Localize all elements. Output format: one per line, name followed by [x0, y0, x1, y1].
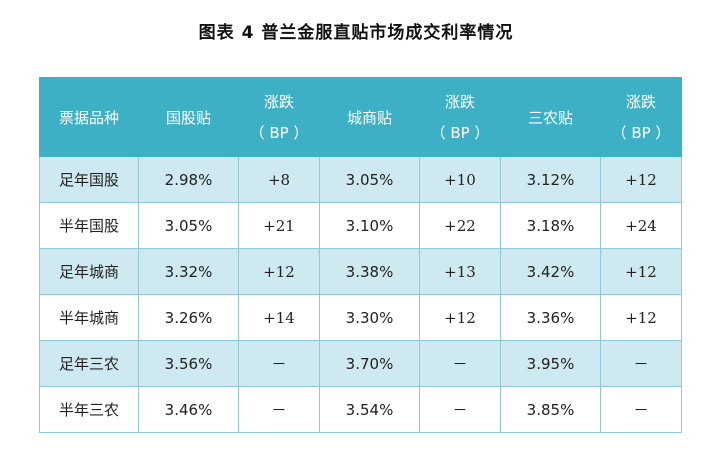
- header-change-label: 涨跌: [444, 93, 475, 111]
- table-row: 半年三农 3.46% － 3.54% － 3.85% －: [39, 386, 682, 433]
- header-sannong-change: 涨跌 （ BP ）: [600, 77, 682, 157]
- cell-guogu-rate: 3.56%: [138, 340, 239, 387]
- cell-guogu-change: +21: [238, 202, 320, 249]
- cell-guogu-rate: 2.98%: [138, 156, 239, 203]
- cell-sannong-rate: 3.36%: [500, 294, 601, 341]
- header-change-unit: （ BP ）: [249, 124, 309, 142]
- cell-sannong-change: －: [600, 340, 682, 387]
- cell-bill-type: 半年城商: [39, 294, 139, 341]
- cell-chengshang-rate: 3.54%: [319, 386, 420, 433]
- table-row: 半年城商 3.26% +14 3.30% +12 3.36% +12: [39, 294, 682, 341]
- page-title: 图表 4 普兰金服直贴市场成交利率情况: [198, 23, 514, 43]
- cell-chengshang-change: +13: [419, 248, 501, 295]
- cell-guogu-rate: 3.05%: [138, 202, 239, 249]
- cell-sannong-change: +24: [600, 202, 682, 249]
- table-row: 足年国股 2.98% +8 3.05% +10 3.12% +12: [39, 156, 682, 203]
- cell-chengshang-rate: 3.38%: [319, 248, 420, 295]
- cell-bill-type: 足年国股: [39, 156, 139, 203]
- cell-chengshang-change: +12: [419, 294, 501, 341]
- cell-guogu-change: +8: [238, 156, 320, 203]
- cell-sannong-change: +12: [600, 156, 682, 203]
- cell-chengshang-rate: 3.05%: [319, 156, 420, 203]
- cell-guogu-rate: 3.26%: [138, 294, 239, 341]
- cell-sannong-rate: 3.95%: [500, 340, 601, 387]
- header-change-label: 涨跌: [263, 93, 294, 111]
- cell-bill-type: 足年城商: [39, 248, 139, 295]
- cell-sannong-change: －: [600, 386, 682, 433]
- table-header-row: 票据品种 国股贴 涨跌 （ BP ） 城商贴 涨跌 （ BP ） 三农贴 涨跌 …: [39, 77, 682, 157]
- cell-bill-type: 足年三农: [39, 340, 139, 387]
- cell-bill-type: 半年国股: [39, 202, 139, 249]
- table-row: 半年国股 3.05% +21 3.10% +22 3.18% +24: [39, 202, 682, 249]
- cell-guogu-change: －: [238, 386, 320, 433]
- cell-sannong-rate: 3.85%: [500, 386, 601, 433]
- cell-guogu-change: －: [238, 340, 320, 387]
- cell-sannong-rate: 3.12%: [500, 156, 601, 203]
- cell-bill-type: 半年三农: [39, 386, 139, 433]
- rate-table: 票据品种 国股贴 涨跌 （ BP ） 城商贴 涨跌 （ BP ） 三农贴 涨跌 …: [39, 77, 682, 433]
- table-row: 足年三农 3.56% － 3.70% － 3.95% －: [39, 340, 682, 387]
- cell-sannong-change: +12: [600, 294, 682, 341]
- cell-chengshang-rate: 3.30%: [319, 294, 420, 341]
- header-bill-type: 票据品种: [39, 77, 139, 157]
- header-sannong: 三农贴: [500, 77, 601, 157]
- cell-chengshang-rate: 3.10%: [319, 202, 420, 249]
- cell-guogu-change: +14: [238, 294, 320, 341]
- cell-chengshang-change: +10: [419, 156, 501, 203]
- cell-chengshang-rate: 3.70%: [319, 340, 420, 387]
- header-change-label: 涨跌: [625, 93, 656, 111]
- header-chengshang-change: 涨跌 （ BP ）: [419, 77, 501, 157]
- cell-sannong-rate: 3.42%: [500, 248, 601, 295]
- header-change-unit: （ BP ）: [430, 124, 490, 142]
- cell-guogu-rate: 3.46%: [138, 386, 239, 433]
- cell-sannong-rate: 3.18%: [500, 202, 601, 249]
- cell-chengshang-change: －: [419, 340, 501, 387]
- cell-guogu-change: +12: [238, 248, 320, 295]
- header-change-unit: （ BP ）: [611, 124, 671, 142]
- cell-chengshang-change: －: [419, 386, 501, 433]
- header-chengshang: 城商贴: [319, 77, 420, 157]
- header-guogu-change: 涨跌 （ BP ）: [238, 77, 320, 157]
- cell-chengshang-change: +22: [419, 202, 501, 249]
- header-guogu: 国股贴: [138, 77, 239, 157]
- cell-guogu-rate: 3.32%: [138, 248, 239, 295]
- table-row: 足年城商 3.32% +12 3.38% +13 3.42% +12: [39, 248, 682, 295]
- cell-sannong-change: +12: [600, 248, 682, 295]
